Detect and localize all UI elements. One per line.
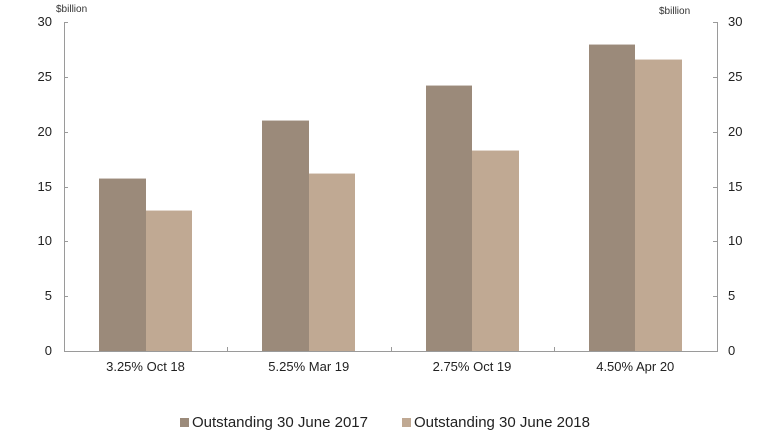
bar-2018 <box>472 150 519 351</box>
legend-swatch-2018 <box>402 418 411 427</box>
right-tick-mark <box>713 131 717 133</box>
left-tick-label: 20 <box>37 123 52 139</box>
right-tick-mark <box>713 76 717 78</box>
right-tick-mark <box>713 351 717 352</box>
category-label: 5.25% Mar 19 <box>268 359 350 374</box>
category-tick <box>554 347 555 351</box>
right-tick-label: 20 <box>728 123 743 139</box>
left-tick-mark <box>64 296 68 298</box>
category-label: 3.25% Oct 18 <box>106 359 185 374</box>
category-label: 2.75% Oct 19 <box>432 359 512 374</box>
category-tick <box>391 347 392 351</box>
left-tick-mark <box>64 131 68 133</box>
left-tick-mark <box>64 351 68 352</box>
bar-2018 <box>308 173 356 351</box>
left-tick-label: 30 <box>37 14 52 29</box>
bar-2018 <box>145 209 193 351</box>
legend-swatch-2017 <box>180 418 189 427</box>
category-label: 4.50% Apr 20 <box>596 359 675 374</box>
left-tick-label: 5 <box>44 288 52 304</box>
right-axis-unit: $billion <box>659 6 691 17</box>
x-axis <box>64 351 718 352</box>
right-tick-label: 10 <box>728 233 743 249</box>
bar-2017 <box>588 43 636 351</box>
legend-label-2018: Outstanding 30 June 2018 <box>414 414 590 431</box>
left-tick-label: 15 <box>37 178 52 194</box>
bar-2017 <box>262 119 309 351</box>
left-tick-mark <box>64 241 68 243</box>
category-tick <box>227 347 228 351</box>
left-tick-mark <box>64 186 68 188</box>
bar-2017 <box>425 84 473 351</box>
right-tick-mark <box>713 296 717 298</box>
right-tick-mark <box>713 186 717 188</box>
left-tick-label: 10 <box>37 233 52 249</box>
right-y-axis <box>717 22 718 352</box>
right-tick-label: 25 <box>728 68 743 84</box>
bar-2017 <box>99 177 146 351</box>
legend-item-2018: Outstanding 30 June 2018 <box>402 414 590 431</box>
right-tick-label: 15 <box>728 178 743 194</box>
left-axis-unit: $billion <box>56 4 88 15</box>
right-tick-label: 5 <box>728 288 736 304</box>
right-tick-label: 0 <box>728 343 736 358</box>
legend: Outstanding 30 June 2017 Outstanding 30 … <box>0 414 768 434</box>
right-tick-mark <box>713 22 717 23</box>
bar-2018 <box>635 59 682 351</box>
right-tick-mark <box>713 241 717 243</box>
right-tick-label: 30 <box>728 14 743 29</box>
legend-label-2017: Outstanding 30 June 2017 <box>192 414 368 431</box>
left-tick-label: 0 <box>44 343 52 358</box>
left-tick-label: 25 <box>37 68 52 84</box>
left-tick-mark <box>64 76 68 78</box>
left-tick-mark <box>64 22 68 23</box>
legend-item-2017: Outstanding 30 June 2017 <box>180 414 368 431</box>
